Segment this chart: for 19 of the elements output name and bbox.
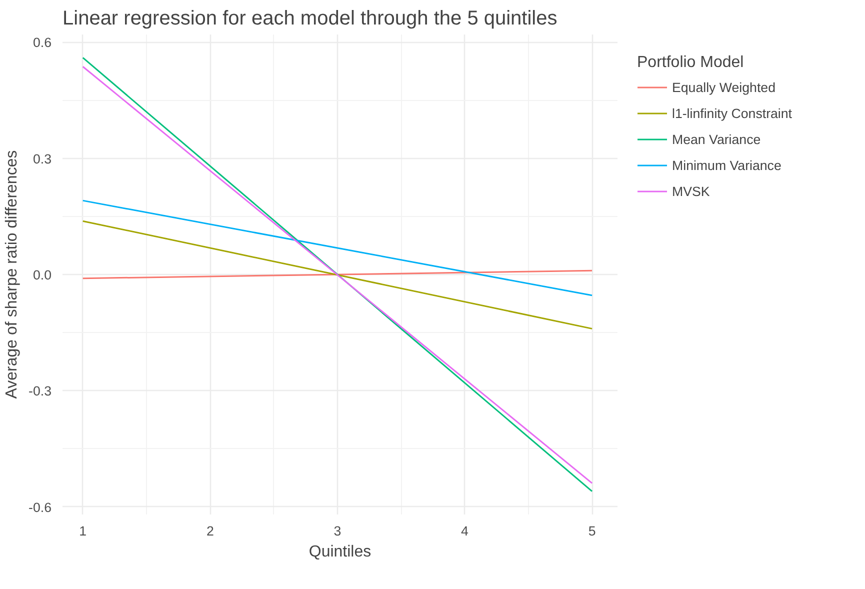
legend-label: Equally Weighted [672,80,776,94]
legend-label: l1-linfinity Constraint [672,106,792,120]
legend-label: Minimum Variance [672,158,782,172]
legend-title: Portfolio Model [637,54,745,72]
legend-label: MVSK [672,184,710,198]
x-tick-label: 3 [334,524,342,538]
legend-label: Mean Variance [672,132,761,146]
y-axis-title: Average of sharpe ratio differences [4,150,21,399]
x-axis-title: Quintiles [308,544,372,560]
x-tick-label: 1 [79,524,87,538]
x-tick-label: 5 [588,524,596,538]
x-tick-label: 2 [206,524,214,538]
y-tick-label: -0.6 [28,500,52,515]
y-tick-label: 0.3 [32,151,52,166]
y-tick-label: -0.3 [28,384,52,399]
chart-title: Linear regression for each model through the 5 quintiles [62,8,558,30]
x-tick-label: 4 [461,524,470,538]
y-tick-label: 0.0 [32,268,52,282]
y-tick-label: 0.6 [32,35,52,50]
